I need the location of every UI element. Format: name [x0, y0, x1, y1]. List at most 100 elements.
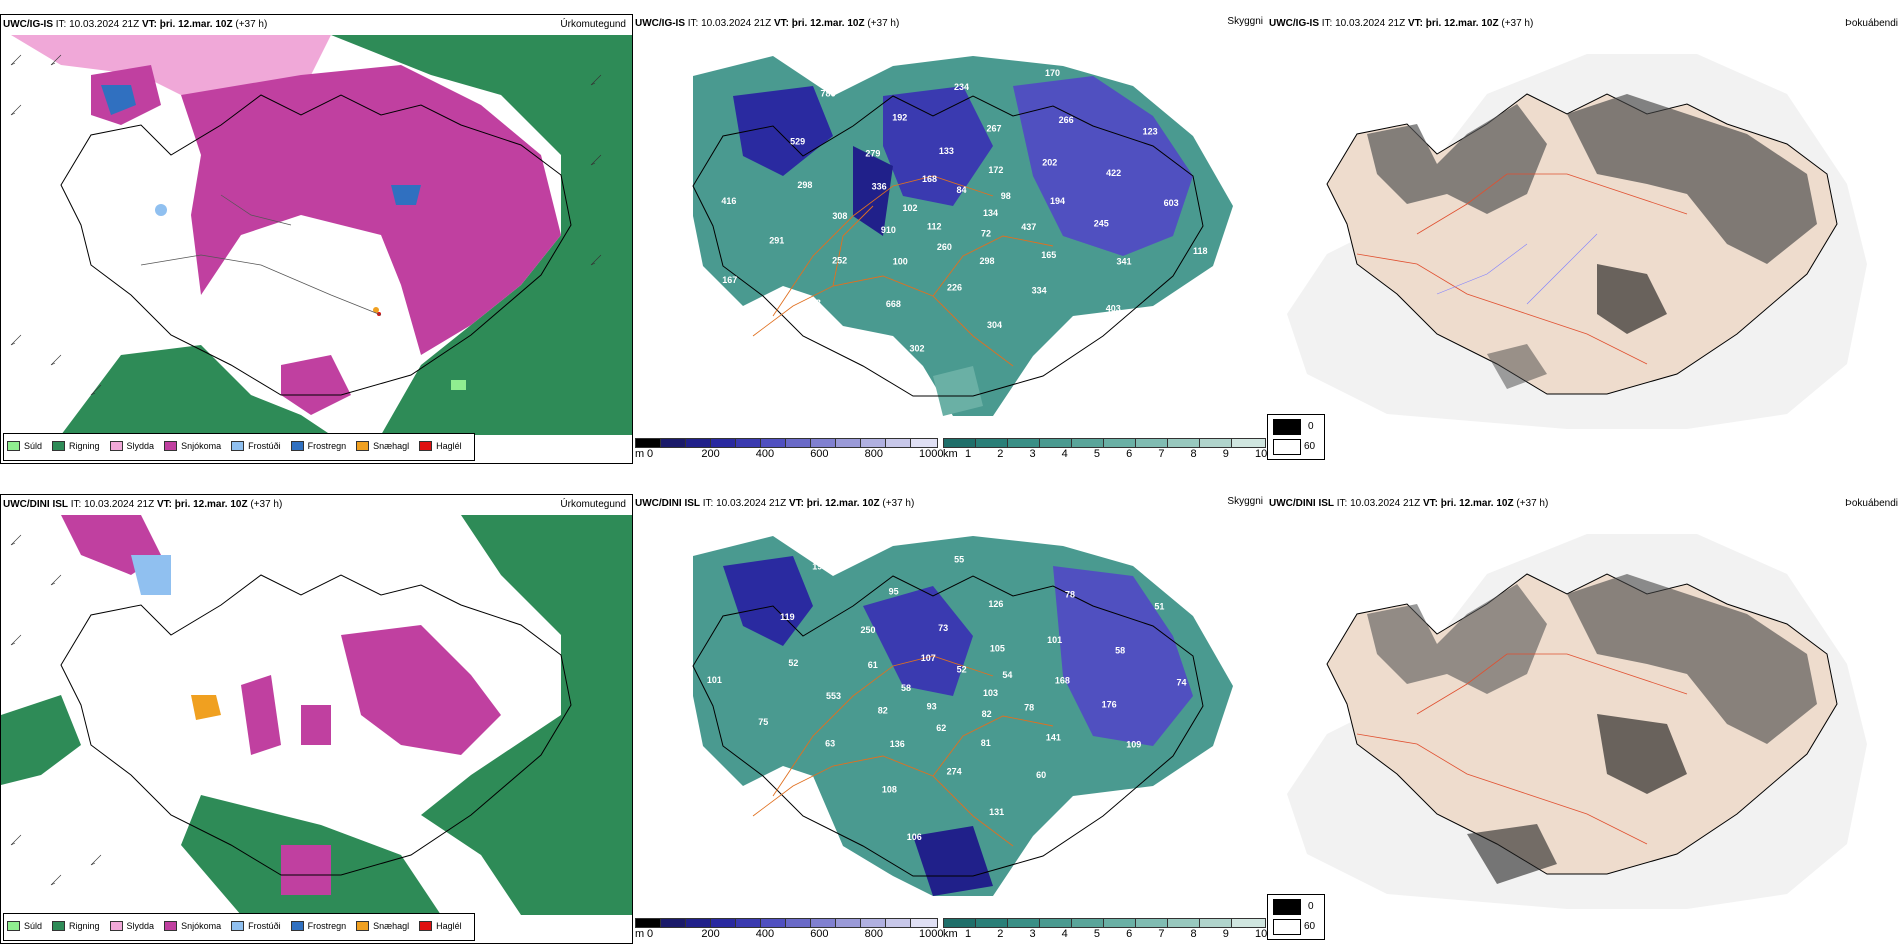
- legend-swatch: [109, 921, 123, 931]
- visibility-value: 78: [1065, 589, 1075, 599]
- visibility-value: 112: [927, 222, 942, 232]
- visibility-value: 668: [886, 299, 901, 309]
- colorbar-tick: 0: [647, 448, 654, 460]
- visibility-value: 109: [1126, 740, 1141, 750]
- legend-label: Haglél: [436, 441, 462, 451]
- visibility-value: 298: [797, 180, 812, 190]
- colorbar-segment: [910, 438, 938, 448]
- precip-map: [1, 515, 632, 915]
- precip-map: [1, 35, 632, 435]
- legend-swatch: [231, 441, 245, 451]
- visibility-value: 603: [1164, 198, 1179, 208]
- visibility-value: 168: [922, 174, 937, 184]
- it-value: 10.03.2024 21Z: [701, 18, 772, 29]
- it-label: IT:: [1336, 498, 1348, 509]
- colorbar-tick: 8: [1190, 928, 1197, 940]
- visibility-value: 58: [1115, 789, 1125, 799]
- legend-item-1: Rigning: [52, 921, 100, 931]
- visibility-value: 119: [780, 612, 795, 622]
- colorbar-segment: [885, 438, 913, 448]
- vt-value: þri. 12.mar. 10Z: [174, 499, 248, 510]
- colorbar-segment: [1135, 918, 1170, 928]
- colorbar-segment: [1071, 438, 1106, 448]
- legend-item-1: Rigning: [52, 441, 100, 451]
- it-label: IT:: [70, 499, 82, 510]
- visibility-value: 60: [1036, 770, 1046, 780]
- lead-time: (+37 h): [235, 19, 268, 30]
- visibility-value: 267: [986, 124, 1001, 134]
- visibility-value: 51: [1154, 601, 1164, 611]
- m-colorbar: m 0 200 400 600 800 1000: [635, 918, 943, 944]
- visibility-value: 102: [902, 203, 917, 213]
- colorbar-tick: 600: [810, 448, 829, 460]
- legend-label: Snjókoma: [181, 921, 222, 931]
- visibility-value: 58: [1115, 646, 1125, 656]
- colorbar-tick: 3: [1029, 928, 1036, 940]
- vt-value: þri. 12.mar. 10Z: [806, 498, 880, 509]
- visibility-value: 136: [890, 739, 905, 749]
- legend-label: Frostregn: [307, 441, 347, 451]
- colorbar-tick: 6: [1126, 448, 1133, 460]
- legend-swatch: [164, 921, 178, 931]
- lead-time: (+37 h): [1516, 498, 1549, 509]
- model-name: UWC/DINI ISL: [635, 498, 700, 509]
- model-name: UWC/IG-IS: [1269, 18, 1319, 29]
- colorbar-unit: km: [943, 928, 958, 940]
- it-value: 10.03.2024 21Z: [69, 19, 140, 30]
- colorbar-segment: [735, 918, 763, 928]
- colorbar-tick: 800: [864, 928, 883, 940]
- colorbar-segment: [685, 918, 713, 928]
- panel-header: UWC/DINI ISL IT: 10.03.2024 21Z VT: þri.…: [635, 498, 914, 510]
- vt-value: þri. 12.mar. 10Z: [1440, 498, 1514, 509]
- it-value: 10.03.2024 21Z: [84, 499, 155, 510]
- colorbar-tick: 1: [965, 448, 972, 460]
- visibility-value: 529: [790, 137, 805, 147]
- colorbar-segment: [1071, 918, 1106, 928]
- visibility-value: 298: [980, 256, 995, 266]
- colorbar-segment: [1231, 918, 1266, 928]
- visibility-value: 81: [981, 738, 991, 748]
- visibility-value: 168: [1055, 675, 1070, 685]
- vt-value: þri. 12.mar. 10Z: [791, 18, 865, 29]
- visibility-value: 266: [1059, 115, 1074, 125]
- colorbar-segment: [1199, 918, 1234, 928]
- visibility-value: 291: [769, 235, 784, 245]
- lead-time: (+37 h): [1501, 18, 1534, 29]
- colorbar-segment: [735, 438, 763, 448]
- legend-label: Súld: [24, 921, 43, 931]
- fog-scale: 0 60: [1267, 894, 1325, 940]
- legend-label: Snæhagl: [373, 921, 410, 931]
- legend-swatch: [419, 921, 433, 931]
- legend-label: Súld: [24, 441, 43, 451]
- colorbar-segment: [760, 918, 788, 928]
- legend-swatch: [109, 441, 123, 451]
- fog-scale-top-swatch: [1273, 419, 1301, 435]
- vt-label: VT:: [156, 499, 172, 510]
- visibility-value: 78: [1024, 703, 1034, 713]
- colorbar-tick: 1: [965, 928, 972, 940]
- colorbar-tick: 9: [1222, 448, 1229, 460]
- visibility-value: 234: [954, 82, 969, 92]
- colorbar-tick: 5: [1093, 448, 1100, 460]
- fog-title: Þokuábendi: [1845, 18, 1898, 29]
- legend-item-7: Haglél: [419, 441, 462, 451]
- colorbar-segment: [1103, 438, 1138, 448]
- legend-item-5: Frostregn: [290, 441, 347, 451]
- visibility-value: 786: [821, 89, 836, 99]
- legend-swatch: [290, 441, 304, 451]
- panel-header: UWC/IG-IS IT: 10.03.2024 21Z VT: þri. 12…: [3, 19, 267, 31]
- visibility-value: 302: [909, 344, 924, 354]
- legend-item-5: Frostregn: [290, 921, 346, 931]
- colorbar-segment: [760, 438, 788, 448]
- visibility-value: 55: [954, 554, 964, 564]
- legend-swatch: [164, 441, 178, 451]
- cloud-panel-top: UWC/IG-IS IT: 10.03.2024 21Z VT: þri. 12…: [633, 14, 1267, 464]
- legend-label: Haglél: [436, 921, 462, 931]
- colorbar-segment: [785, 918, 813, 928]
- visibility-value: 52: [957, 665, 967, 675]
- visibility-value: 95: [889, 587, 899, 597]
- visibility-value: 131: [989, 807, 1004, 817]
- visibility-value: 167: [722, 275, 737, 285]
- legend-item-6: Snæhagl: [356, 441, 409, 451]
- visibility-value: 75: [758, 717, 768, 727]
